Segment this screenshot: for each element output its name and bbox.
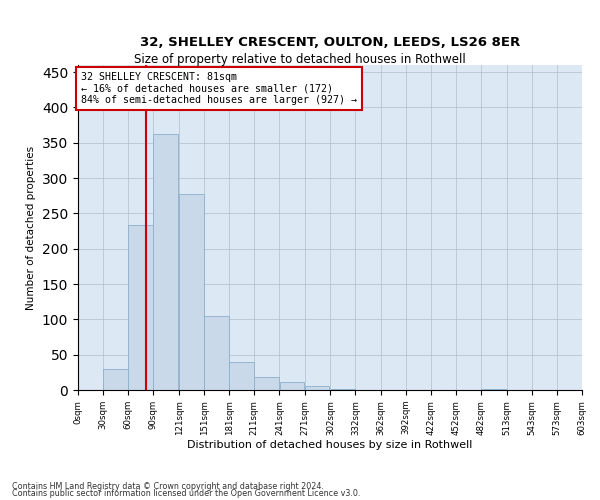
Y-axis label: Number of detached properties: Number of detached properties [26, 146, 37, 310]
X-axis label: Distribution of detached houses by size in Rothwell: Distribution of detached houses by size … [187, 440, 473, 450]
Bar [205, 316, 229, 390]
Bar [154, 134, 178, 390]
Bar [179, 194, 204, 390]
Bar [103, 369, 128, 390]
Text: Contains public sector information licensed under the Open Government Licence v3: Contains public sector information licen… [12, 489, 361, 498]
Bar [128, 226, 153, 390]
Title: 32, SHELLEY CRESCENT, OULTON, LEEDS, LS26 8ER: 32, SHELLEY CRESCENT, OULTON, LEEDS, LS2… [140, 36, 520, 49]
Bar [254, 378, 280, 390]
Text: Size of property relative to detached houses in Rothwell: Size of property relative to detached ho… [134, 52, 466, 66]
Bar [229, 362, 254, 390]
Text: Contains HM Land Registry data © Crown copyright and database right 2024.: Contains HM Land Registry data © Crown c… [12, 482, 324, 491]
Text: 32 SHELLEY CRESCENT: 81sqm
← 16% of detached houses are smaller (172)
84% of sem: 32 SHELLEY CRESCENT: 81sqm ← 16% of deta… [80, 72, 356, 106]
Bar [305, 386, 329, 390]
Bar [280, 382, 304, 390]
